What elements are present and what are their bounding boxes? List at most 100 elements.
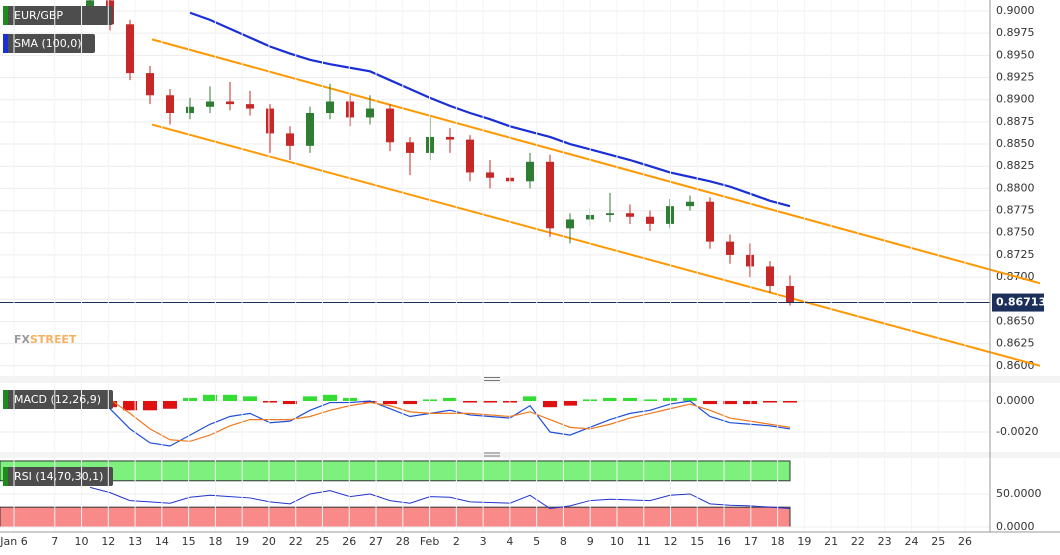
y-tick-label: 0.8950 [996, 48, 1035, 61]
x-tick-label: 14 [155, 535, 169, 548]
candle-body [206, 101, 214, 107]
candle-body [246, 104, 254, 109]
y-tick-label: 0.8975 [996, 26, 1035, 39]
histogram-bar [543, 400, 557, 408]
candle-body [286, 133, 294, 146]
tag-color [3, 390, 8, 409]
histogram-bar [343, 397, 357, 401]
x-tick-label: 13 [128, 535, 142, 548]
x-tick-label: Jan 6 [0, 535, 28, 548]
histogram-bar [683, 397, 697, 401]
x-tick-label: 10 [610, 535, 624, 548]
tag-color [3, 6, 8, 25]
y-tick-label: 0.8825 [996, 159, 1035, 172]
candle-body [766, 266, 774, 286]
candle-body [446, 136, 454, 140]
channel-line [151, 38, 1041, 285]
candle-body [606, 213, 614, 216]
candle-body [346, 101, 354, 118]
histogram-bar [163, 400, 177, 409]
y-tick-label: -0.0020 [996, 425, 1038, 438]
macd-line [89, 391, 791, 442]
histogram-bar [243, 396, 257, 401]
histogram-bar [143, 400, 157, 411]
x-tick-label: 22 [289, 535, 303, 548]
histogram-bar [663, 397, 677, 401]
histogram-bar [123, 400, 137, 411]
candle-body [266, 108, 274, 134]
panel-separator [0, 452, 1060, 458]
watermark-part: FX [14, 333, 31, 346]
candle-body [226, 101, 234, 105]
y-tick-label: 0.8750 [996, 226, 1035, 239]
histogram-bar [383, 400, 397, 405]
x-tick-label: 18 [208, 535, 222, 548]
panel-title: MACD (12,26,9) [14, 393, 101, 406]
candle-body [146, 73, 154, 96]
histogram-bar [743, 400, 757, 405]
y-tick-label: 0.8775 [996, 204, 1035, 217]
histogram-bar [463, 400, 477, 403]
x-tick-label: 22 [851, 535, 865, 548]
histogram-bar [723, 400, 737, 405]
histogram-bar [363, 400, 377, 403]
candle-body [386, 108, 394, 143]
x-tick-label: 11 [637, 535, 651, 548]
candle-body [326, 101, 334, 114]
tag-color [3, 467, 8, 486]
y-tick-label: 0.8725 [996, 248, 1035, 261]
y-tick-label: 0.8650 [996, 314, 1035, 327]
watermark-part: STREET [30, 333, 77, 346]
macd-line [89, 394, 791, 447]
x-tick-label: 15 [690, 535, 704, 548]
x-tick-label: 23 [878, 535, 892, 548]
x-tick-label: 2 [453, 535, 460, 548]
x-tick-label: 28 [396, 535, 410, 548]
candle-body [306, 113, 314, 146]
candle-body [666, 206, 674, 224]
y-tick-label: 0.8625 [996, 337, 1035, 350]
x-tick-label: 12 [664, 535, 678, 548]
x-tick-label: 27 [369, 535, 383, 548]
x-tick-label: 3 [480, 535, 487, 548]
tag-color [3, 34, 8, 53]
panel-title: EUR/GBP [14, 9, 63, 22]
x-tick-label: 19 [797, 535, 811, 548]
x-tick-label: 17 [744, 535, 758, 548]
tag-box [3, 467, 113, 486]
x-tick-label: 18 [771, 535, 785, 548]
candle-body [746, 254, 754, 267]
histogram-bar [623, 397, 637, 401]
panel-separator [0, 376, 1060, 383]
histogram-bar [523, 396, 537, 401]
x-tick-label: 26 [958, 535, 972, 548]
histogram-bar [323, 394, 337, 401]
candle-body [466, 139, 474, 173]
y-tick-label: 0.8800 [996, 181, 1035, 194]
histogram-bar [763, 400, 777, 403]
watermark: FXSTREET [14, 333, 77, 346]
x-tick-label: 9 [587, 535, 594, 548]
x-tick-label: 10 [75, 535, 89, 548]
candle-body [526, 161, 534, 182]
last-price-label: 0.86713 [996, 296, 1046, 309]
oversold-band [0, 506, 791, 528]
x-tick-label: 25 [931, 535, 945, 548]
histogram-bar [223, 394, 237, 401]
candle-body [546, 161, 554, 229]
histogram-bar [183, 397, 197, 401]
candle-body [126, 24, 134, 74]
y-tick-label: 0.8850 [996, 137, 1035, 150]
x-tick-label: 21 [824, 535, 838, 548]
candle-body [786, 285, 794, 303]
x-tick-label: 5 [533, 535, 540, 548]
candle-body [626, 213, 634, 217]
indicator-tag: RSI (14,70,30,1) [3, 467, 113, 486]
candle-body [166, 95, 174, 114]
candle-body [86, 0, 94, 7]
x-tick-label: 24 [904, 535, 918, 548]
x-tick-label: Feb [420, 535, 439, 548]
histogram-bar [603, 397, 617, 401]
histogram-bar [263, 400, 277, 403]
